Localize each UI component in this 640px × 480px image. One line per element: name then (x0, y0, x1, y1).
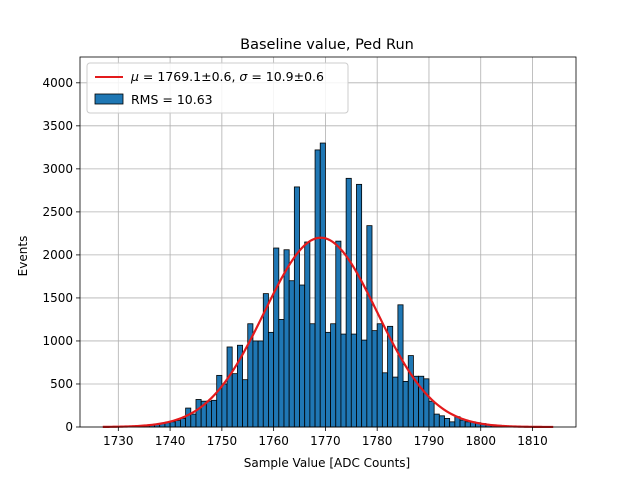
histogram-bar (169, 421, 176, 428)
y-tick-label: 1500 (42, 291, 73, 305)
x-tick-label: 1740 (155, 434, 186, 448)
y-tick-label: 4000 (42, 76, 73, 90)
histogram-bar (180, 417, 187, 428)
x-axis-label: Sample Value [ADC Counts] (244, 456, 410, 470)
histogram-bar (402, 380, 409, 428)
histogram-bar (371, 330, 378, 428)
histogram-bar (381, 372, 388, 428)
histogram-bar (221, 383, 228, 428)
histogram-bar (464, 421, 471, 428)
histogram-bar (278, 319, 285, 428)
histogram-bar (361, 339, 368, 428)
x-tick-label: 1780 (362, 434, 393, 448)
fit-curve-layer (102, 236, 554, 429)
histogram-bar (211, 399, 218, 428)
histogram-bar (319, 142, 326, 428)
x-tick-label: 1790 (414, 434, 445, 448)
histogram-bar (216, 374, 223, 428)
histogram-bar (185, 407, 192, 428)
x-tick-label: 1730 (103, 434, 134, 448)
y-tick-label: 2000 (42, 248, 73, 262)
histogram-bar (345, 177, 352, 428)
x-tick-label: 1800 (465, 434, 496, 448)
y-tick-label: 3500 (42, 119, 73, 133)
histogram-bar (376, 323, 383, 428)
x-tick-label: 1750 (207, 434, 238, 448)
histogram-bar (392, 376, 399, 428)
histogram-bar (366, 225, 373, 428)
legend-fit-label: μ = 1769.1±0.6, σ = 10.9±0.6 (130, 69, 324, 84)
histogram-bar (325, 331, 331, 428)
x-tick-label: 1760 (258, 434, 289, 448)
histogram-bar (350, 333, 357, 428)
y-tick-label: 2500 (42, 205, 73, 219)
histogram-bar (304, 241, 311, 428)
histogram-bar (438, 415, 445, 428)
axis-ticks: 1730 1740 1750 1760 1770 1780 1790 1800 1810 0 500… (42, 76, 547, 448)
histogram-bar (459, 419, 466, 428)
y-axis-label: Events (16, 236, 30, 277)
histogram-bar (299, 284, 306, 428)
histogram-bar (273, 247, 280, 428)
x-tick-label: 1810 (517, 434, 548, 448)
histogram-bar (309, 323, 316, 428)
histogram-bar (356, 183, 363, 428)
legend: μ = 1769.1±0.6, σ = 10.9±0.6 RMS = 10.63 (86, 62, 349, 114)
fit-curve (102, 236, 554, 429)
histogram-bar (433, 413, 440, 428)
histogram-bar (428, 400, 435, 428)
histogram-bar (340, 333, 347, 428)
histogram-bar (444, 417, 451, 428)
histogram-bar (252, 340, 259, 428)
histogram-bar (449, 421, 456, 428)
x-tick-label: 1770 (310, 434, 341, 448)
legend-hist-swatch (94, 93, 124, 105)
histogram-bar (397, 304, 404, 428)
histogram-bar (407, 355, 414, 428)
histogram-bar (418, 375, 425, 428)
histogram-bar (335, 240, 342, 428)
histogram-bar (268, 331, 275, 428)
histogram-bar (283, 249, 290, 428)
plot-frame (79, 56, 577, 428)
histogram-bar (288, 280, 295, 428)
histogram-bar (257, 340, 264, 428)
y-tick-label: 1000 (42, 334, 73, 348)
legend-hist-label: RMS = 10.63 (131, 92, 213, 107)
histogram-bar (190, 413, 197, 428)
y-tick-label: 3000 (42, 162, 73, 176)
histogram-bar (231, 373, 238, 428)
histogram-bar (226, 346, 233, 428)
histogram-bar (293, 186, 300, 428)
y-tick-label: 0 (65, 420, 73, 434)
histogram-bar (174, 420, 181, 428)
histogram-bar (195, 399, 202, 428)
legend-box (86, 62, 349, 114)
histogram-bar (423, 378, 430, 428)
y-tick-label: 500 (50, 377, 73, 391)
chart-title: Baseline value, Ped Run (240, 37, 414, 53)
histogram-bar (330, 323, 337, 428)
histogram-bar (314, 149, 321, 428)
histogram-bar (242, 379, 249, 428)
histogram-bar (205, 400, 212, 428)
